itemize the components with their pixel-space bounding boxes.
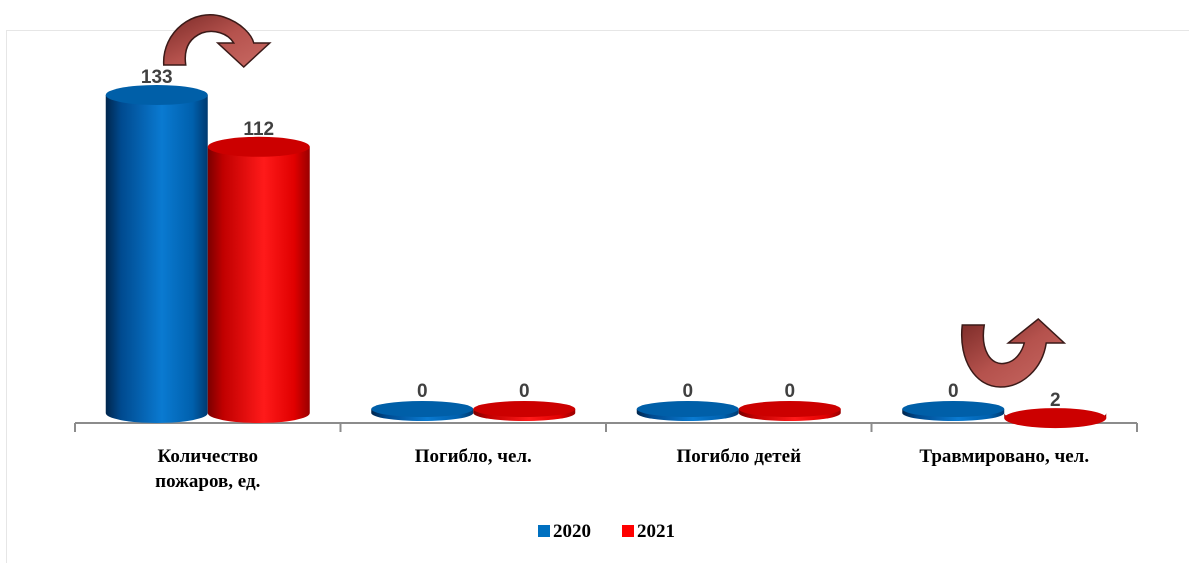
bar-body (207, 146, 310, 423)
trend-arrow-down-icon (162, 14, 272, 69)
bar-2021-2 (738, 401, 841, 421)
value-label-2020-1: 0 (417, 381, 428, 402)
value-label-2021-2: 0 (784, 381, 795, 402)
category-labels: Количество пожаров, ед. Погибло, чел. Погиб… (155, 446, 1089, 492)
bar-top (207, 136, 310, 157)
bar-2020-3 (902, 401, 1005, 421)
value-label-2020-0: 133 (141, 67, 173, 88)
bar-body (105, 95, 208, 423)
bar-top (1004, 408, 1107, 429)
bar-2021-3 (1004, 408, 1107, 429)
chart-frame (6, 30, 1189, 563)
bar-2020-2 (636, 401, 739, 421)
value-label-2021-0: 112 (243, 119, 274, 140)
bar-top (902, 401, 1005, 417)
legend-label-2021: 2021 (637, 521, 675, 542)
bar-2021-0 (207, 136, 310, 423)
category-label-0: пожаров, ед. (155, 471, 260, 492)
value-label-2021-1: 0 (519, 381, 530, 402)
bar-top (473, 401, 576, 417)
bar-top (738, 401, 841, 417)
value-label-2020-3: 0 (948, 381, 959, 402)
value-label-2021-3: 2 (1050, 390, 1061, 411)
bar-2020-0 (105, 85, 208, 423)
legend-swatch-2021 (622, 525, 634, 537)
data-labels: 133 112 0 0 0 0 0 2 (141, 67, 1061, 411)
category-label-2: Погибло детей (676, 446, 801, 467)
category-label-3: Травмировано, чел. (919, 446, 1089, 467)
bar-2021-1 (473, 401, 576, 421)
bar-2020-1 (371, 401, 474, 421)
bar-top (371, 401, 474, 417)
x-axis (74, 422, 1138, 432)
legend: 2020 2021 (538, 521, 675, 542)
value-label-2020-2: 0 (682, 381, 693, 402)
legend-label-2020: 2020 (553, 521, 591, 542)
category-label-0: Количество (158, 446, 258, 467)
trend-arrow-up-icon (960, 318, 1067, 388)
legend-swatch-2020 (538, 525, 550, 537)
bar-top (636, 401, 739, 417)
bar-top (105, 85, 208, 105)
trend-arrows (162, 14, 1067, 388)
category-label-1: Погибло, чел. (415, 446, 532, 467)
bars (105, 85, 1107, 429)
